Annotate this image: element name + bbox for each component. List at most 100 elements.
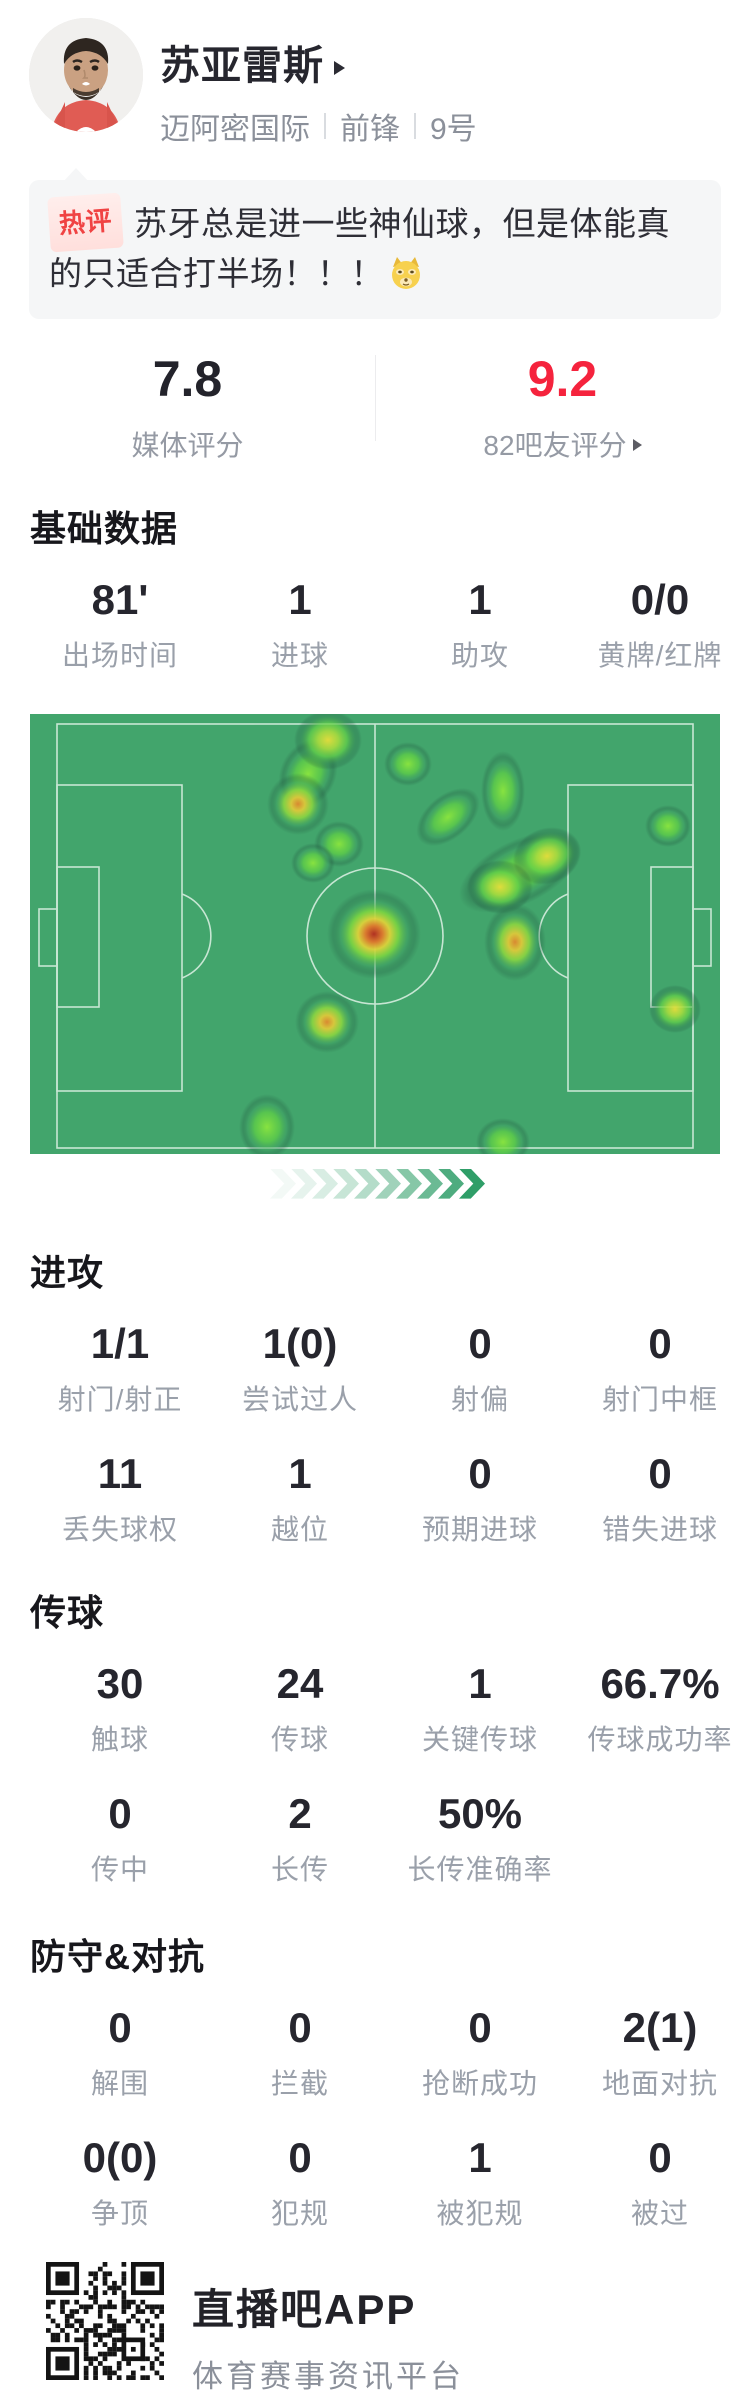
stat-label: 解围 (90, 2068, 149, 2100)
chevron-icon (270, 1168, 296, 1199)
player-team: 迈阿密国际 (160, 113, 310, 146)
stat-cell: 0 射偏 (390, 1319, 570, 1418)
hot-comment-text: 苏牙总是进一些神仙球，但是体能真的只适合打半场！！！ (49, 205, 671, 292)
media-rating-value: 7.8 (152, 351, 223, 407)
stat-label: 射门/射正 (57, 1383, 183, 1415)
fans-rating-label: 82吧友评分 (375, 424, 750, 464)
basic-stats-row: 81' 出场时间 1 进球 1 助攻 0/0 黄牌/红牌 (30, 575, 750, 674)
stat-cell: 0 拦截 (210, 2003, 390, 2102)
stat-value: 0 (648, 1449, 672, 1497)
player-name: 苏亚雷斯 (160, 44, 324, 88)
stat-label: 预期进球 (421, 1513, 538, 1545)
section-title-attack: 进攻 (30, 1251, 105, 1293)
stat-value: 0 (468, 2003, 492, 2051)
player-heatmap (0, 709, 750, 1166)
stat-label: 越位 (270, 1513, 329, 1545)
stat-label: 被过 (630, 2198, 689, 2230)
stat-label: 尝试过人 (241, 1383, 358, 1415)
stat-cell: 0 解围 (30, 2003, 210, 2102)
stat-value: 0 (648, 1319, 672, 1367)
stat-value: 1 (288, 575, 312, 623)
stat-cell: 1 助攻 (390, 577, 570, 674)
stat-value: 0 (108, 1789, 132, 1837)
stat-value: 0 (468, 1319, 492, 1367)
stat-cell: 0/0 黄牌/红牌 (570, 575, 750, 674)
stat-cell: 1/1 射门/射正 (30, 1321, 210, 1418)
stat-cell: 0 犯规 (210, 2134, 390, 2232)
stat-value: 30 (96, 1659, 144, 1707)
ratings-row: 7.8 媒体评分 9.2 82吧友评分 (0, 353, 750, 464)
stat-label: 传中 (90, 1853, 149, 1885)
stat-value: 0 (288, 2003, 312, 2051)
stat-value: 50% (437, 1789, 523, 1837)
stat-value: 0/0 (630, 575, 690, 623)
app-footer: 直播吧APP 体育赛事资讯平台 (46, 2262, 750, 2396)
stat-label: 进球 (270, 639, 329, 671)
stat-label: 犯规 (270, 2198, 329, 2230)
ratings-divider (375, 355, 376, 441)
fans-rating[interactable]: 9.2 82吧友评分 (375, 353, 750, 464)
stat-cell: 2 长传 (210, 1791, 390, 1888)
media-rating-label: 媒体评分 (131, 429, 244, 461)
stat-cell: 0 被过 (570, 2135, 750, 2232)
defense-stats-row-1: 0 解围 0 拦截 0 抢断成功 2(1) 地面对抗 (30, 2003, 750, 2102)
comment-bubble: 热评 苏牙总是进一些神仙球，但是体能真的只适合打半场！！！ (29, 180, 721, 319)
stat-cell: 50% 长传准确率 (390, 1789, 570, 1888)
stat-value: 1 (468, 1659, 492, 1707)
hot-comment[interactable]: 热评 苏牙总是进一些神仙球，但是体能真的只适合打半场！！！ (29, 168, 721, 319)
stat-cell: 0 射门中框 (570, 1319, 750, 1418)
stat-cell: 24 传球 (210, 1659, 390, 1758)
stat-cell: 81' 出场时间 (30, 575, 210, 674)
stat-label: 传球成功率 (587, 1723, 733, 1755)
stat-cell: 1 关键传球 (390, 1659, 570, 1758)
stat-label: 争顶 (90, 2198, 149, 2230)
momentum-chevrons (0, 1168, 750, 1200)
stat-cell: 0(0) 争顶 (30, 2135, 210, 2232)
stat-value: 81' (91, 575, 149, 623)
section-title-passing: 传球 (30, 1591, 105, 1633)
stat-cell: 0 抢断成功 (390, 2003, 570, 2102)
attack-stats-row-1: 1/1 射门/射正 1(0) 尝试过人 0 射偏 0 射门中框 (30, 1319, 750, 1418)
stat-cell: 2(1) 地面对抗 (570, 2003, 750, 2102)
stat-cell: 0 错失进球 (570, 1449, 750, 1548)
stat-value: 0 (108, 2003, 132, 2051)
stat-value: 66.7% (600, 1659, 720, 1707)
media-rating: 7.8 媒体评分 (0, 353, 375, 464)
stat-label: 地面对抗 (601, 2068, 718, 2100)
stat-cell: 30 触球 (30, 1659, 210, 1758)
pitch-heatmap-svg (30, 709, 720, 1166)
stat-label: 射偏 (450, 1383, 509, 1415)
hot-comment-badge: 热评 (47, 192, 124, 253)
stat-cell: 1 被犯规 (390, 2134, 570, 2232)
stat-label: 传球 (270, 1723, 329, 1755)
subtitle-divider (324, 113, 326, 139)
stat-cell: 0 传中 (30, 1789, 210, 1888)
stat-value: 1 (468, 2134, 492, 2182)
stat-label: 拦截 (270, 2068, 329, 2100)
stat-value: 2(1) (622, 2003, 698, 2051)
player-avatar (29, 18, 143, 132)
section-title-basic: 基础数据 (30, 507, 179, 549)
stat-cell: 66.7% 传球成功率 (570, 1659, 750, 1758)
stat-label: 助攻 (450, 639, 509, 671)
player-name-row[interactable]: 苏亚雷斯 (160, 18, 720, 88)
stat-cell: 1 进球 (210, 575, 390, 674)
player-position: 前锋 (340, 113, 400, 146)
stat-label: 丢失球权 (61, 1513, 178, 1545)
stat-label: 长传 (270, 1853, 329, 1885)
comment-bubble-tail (63, 168, 89, 182)
player-header: 苏亚雷斯 迈阿密国际 前锋 9号 (0, 0, 750, 146)
stat-cell: 1(0) 尝试过人 (210, 1321, 390, 1418)
player-number: 9号 (430, 113, 477, 146)
stat-value: 0 (288, 2134, 312, 2182)
stat-value: 24 (276, 1659, 324, 1707)
player-photo-illustration (29, 18, 143, 132)
app-name: 直播吧APP (192, 2286, 417, 2334)
stat-label: 被犯规 (436, 2198, 524, 2230)
stat-cell: 11 丢失球权 (30, 1449, 210, 1548)
defense-stats-row-2: 0(0) 争顶 0 犯规 1 被犯规 0 被过 (30, 2134, 750, 2232)
stat-value: 11 (97, 1449, 143, 1497)
stat-label: 抢断成功 (421, 2068, 538, 2100)
heat-blobs (239, 709, 701, 1166)
stat-label: 长传准确率 (407, 1853, 553, 1885)
